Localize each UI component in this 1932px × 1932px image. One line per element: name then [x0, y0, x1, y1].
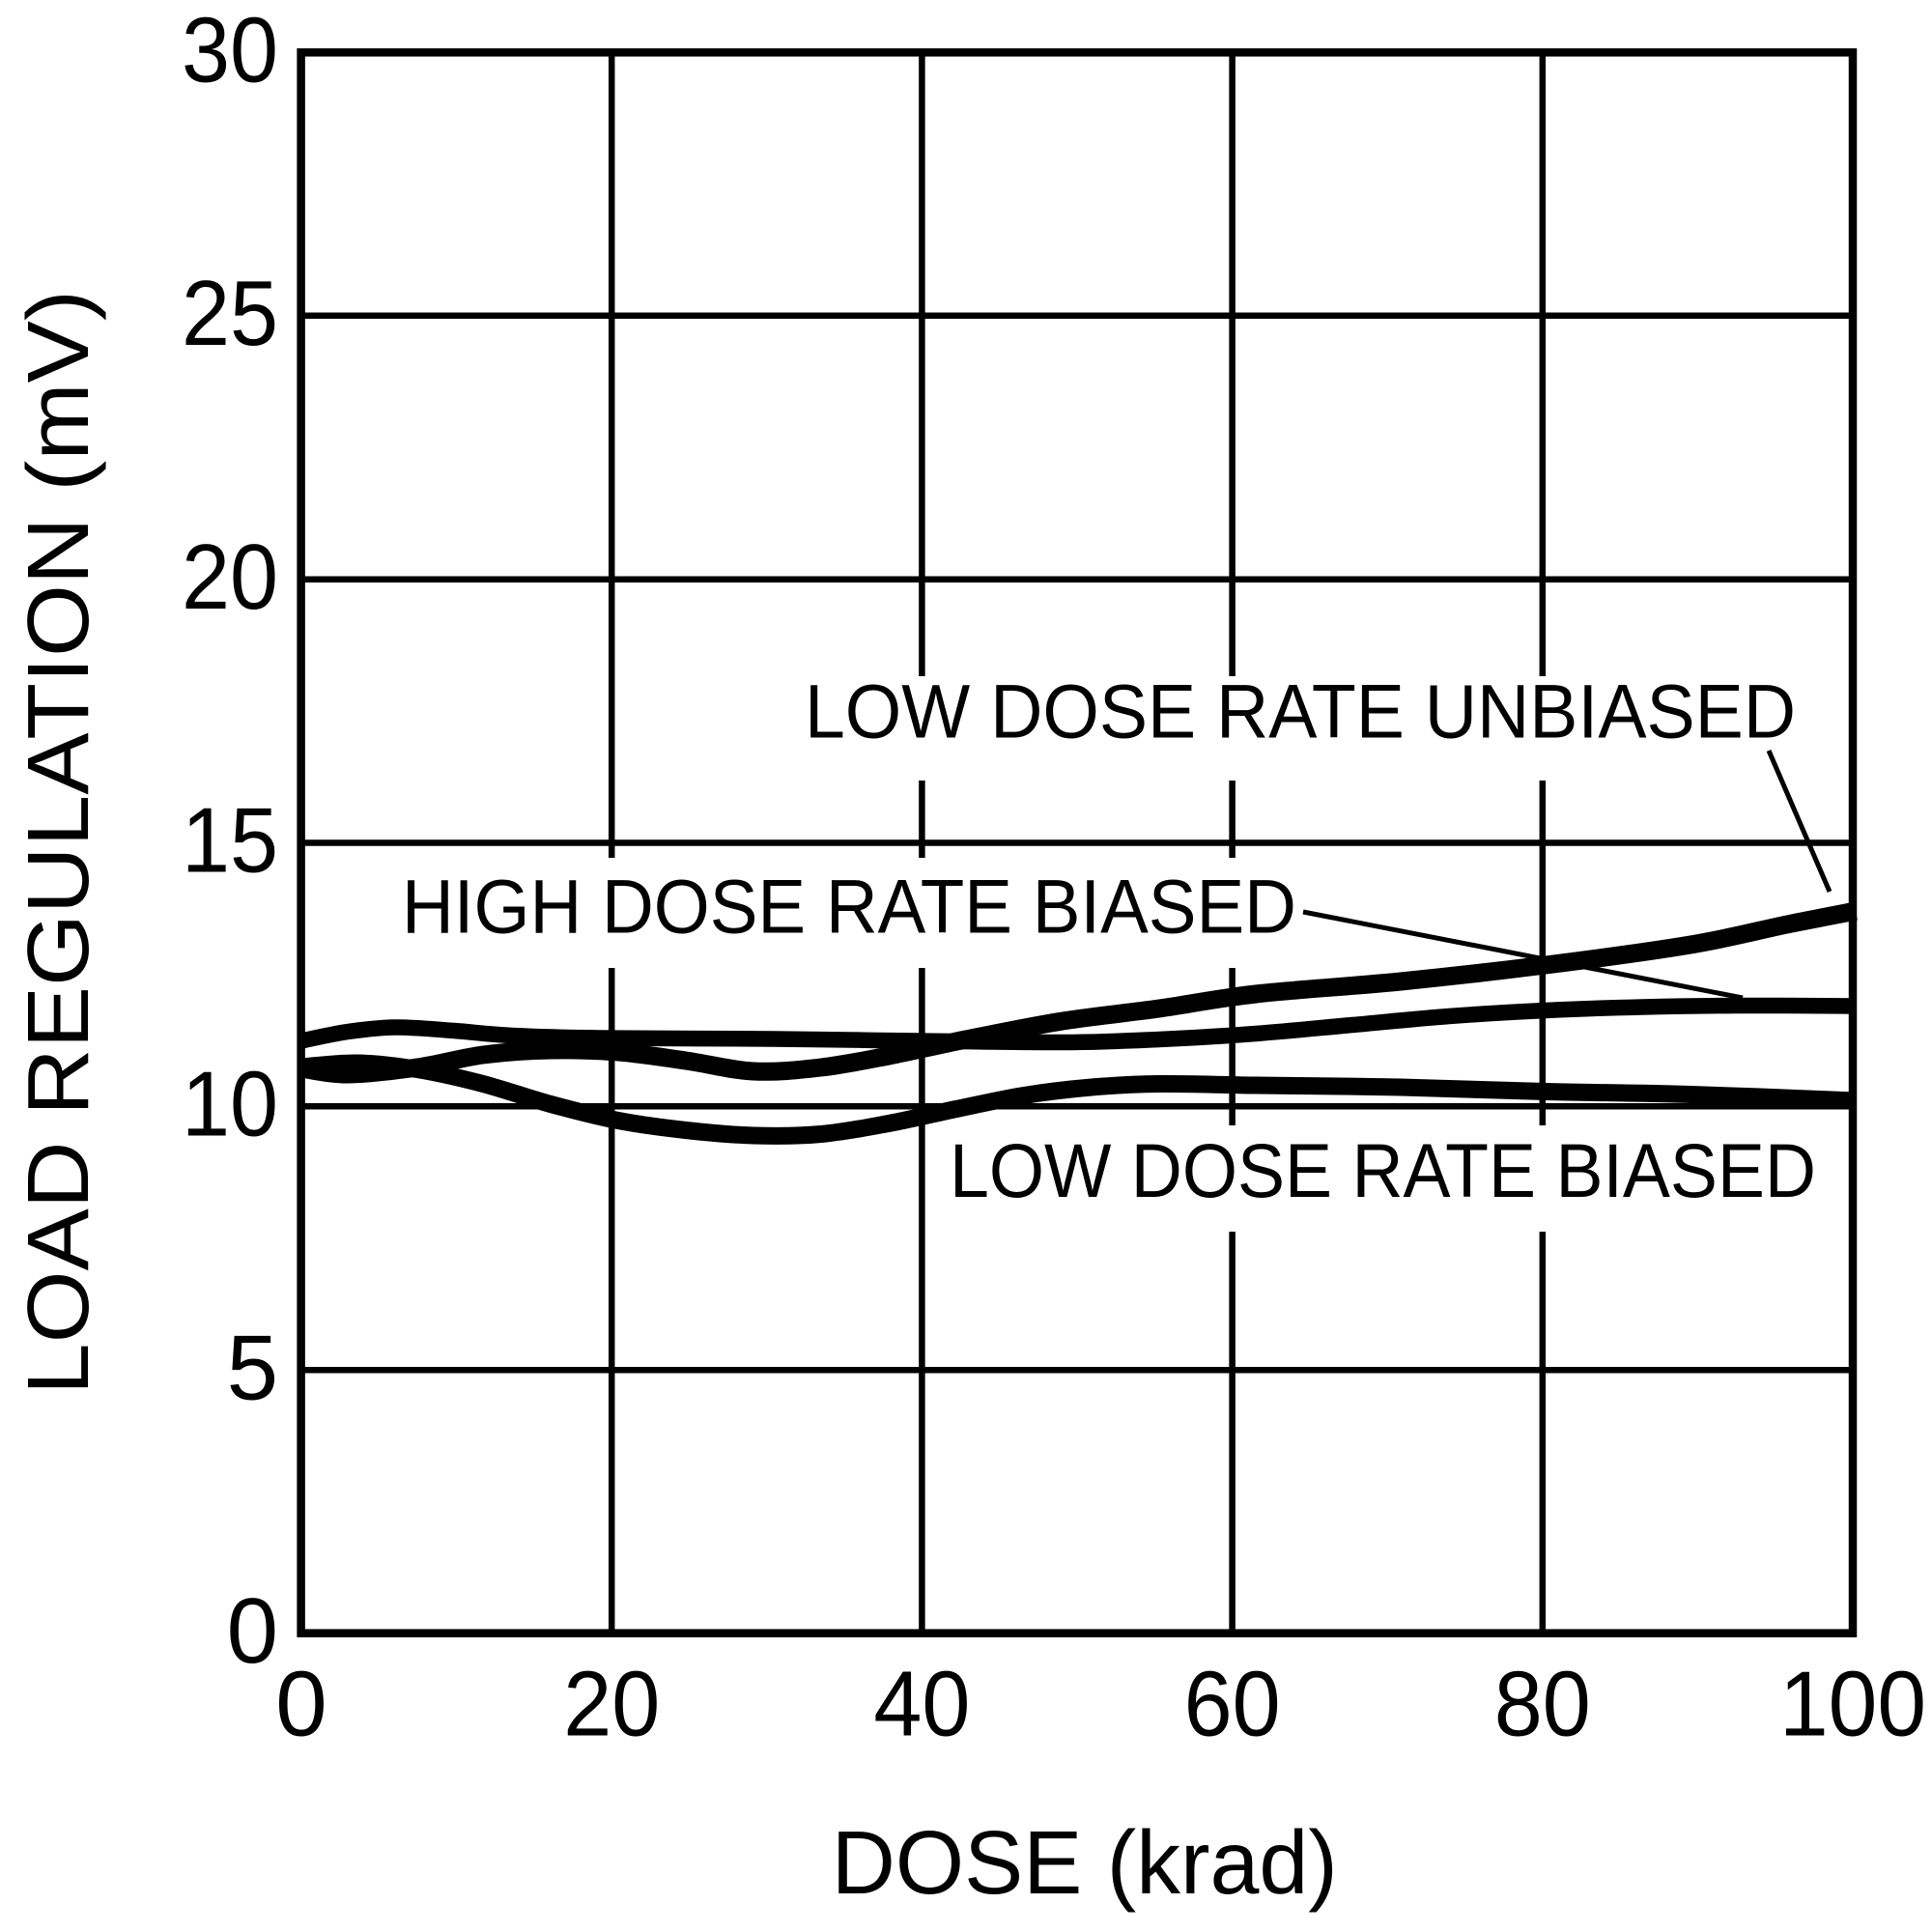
svg-text:0: 0 — [227, 1579, 278, 1683]
svg-text:LOW DOSE RATE UNBIASED: LOW DOSE RATE UNBIASED — [805, 668, 1796, 754]
svg-text:80: 80 — [1494, 1653, 1591, 1756]
svg-text:5: 5 — [227, 1316, 278, 1419]
svg-text:LOAD REGULATION (mV): LOAD REGULATION (mV) — [11, 290, 107, 1395]
svg-text:LOW DOSE RATE BIASED: LOW DOSE RATE BIASED — [950, 1127, 1816, 1213]
svg-text:100: 100 — [1779, 1653, 1926, 1756]
svg-text:DOSE (krad): DOSE (krad) — [832, 1812, 1338, 1913]
svg-text:HIGH DOSE RATE BIASED: HIGH DOSE RATE BIASED — [402, 863, 1296, 949]
svg-text:60: 60 — [1184, 1653, 1281, 1756]
svg-text:15: 15 — [182, 789, 278, 893]
svg-text:20: 20 — [182, 526, 278, 629]
svg-text:40: 40 — [873, 1653, 970, 1756]
svg-text:10: 10 — [182, 1052, 278, 1155]
svg-text:20: 20 — [563, 1653, 660, 1756]
svg-text:30: 30 — [182, 0, 278, 101]
svg-text:0: 0 — [275, 1653, 327, 1756]
svg-text:25: 25 — [182, 262, 278, 365]
